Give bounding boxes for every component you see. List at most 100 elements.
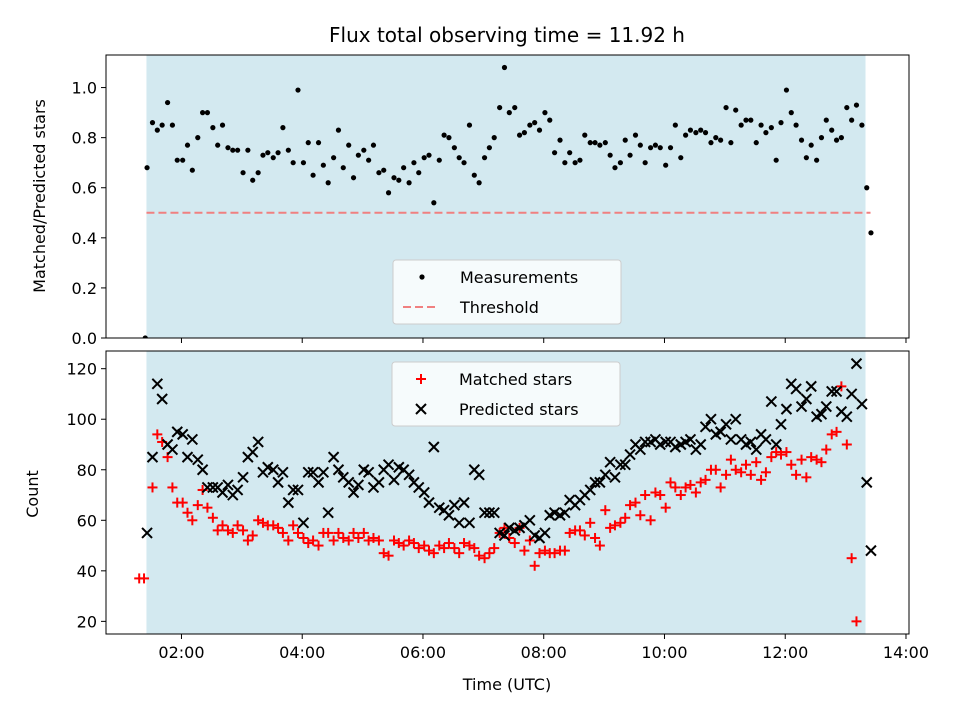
matched-star-point bbox=[273, 522, 284, 533]
marker-stroke bbox=[433, 501, 445, 514]
marker-stroke bbox=[599, 469, 612, 481]
measurement-point bbox=[698, 127, 704, 133]
measurement-point bbox=[713, 135, 719, 141]
measurement-point bbox=[602, 140, 608, 146]
measurement-point bbox=[149, 120, 156, 126]
marker-stroke bbox=[358, 464, 370, 476]
predicted-star-point bbox=[861, 476, 873, 489]
measurement-point bbox=[763, 130, 769, 136]
matched-star-point bbox=[766, 452, 777, 463]
matched-star-point bbox=[474, 550, 485, 561]
matched-star-point bbox=[534, 548, 545, 559]
matched-star-point bbox=[725, 454, 736, 465]
legend-box bbox=[392, 259, 622, 325]
measurement-point bbox=[290, 160, 296, 166]
matched-star-point bbox=[821, 444, 832, 455]
matched-star-point bbox=[139, 573, 150, 584]
measurement-point bbox=[310, 172, 316, 178]
marker-stroke bbox=[589, 476, 601, 489]
marker-stroke bbox=[714, 426, 727, 438]
measurement-point bbox=[300, 160, 307, 166]
measurement-point bbox=[240, 170, 246, 176]
measurement-point bbox=[829, 127, 835, 133]
measurement-point bbox=[275, 150, 281, 156]
marker-stroke bbox=[730, 413, 742, 425]
matched-star-point bbox=[247, 530, 258, 541]
predicted-star-point bbox=[343, 476, 355, 489]
marker-stroke bbox=[393, 461, 405, 473]
measurement-point bbox=[758, 122, 764, 128]
measurement-point bbox=[773, 157, 779, 163]
measurement-point bbox=[255, 170, 261, 176]
matched-star-point bbox=[640, 490, 651, 501]
matched-star-point bbox=[730, 464, 741, 475]
measurement-point bbox=[461, 160, 467, 166]
predicted-star-point bbox=[770, 438, 782, 451]
predicted-star-point bbox=[524, 514, 536, 527]
marker-stroke bbox=[297, 517, 310, 529]
marker-stroke bbox=[403, 469, 415, 481]
matched-star-point bbox=[428, 548, 439, 559]
matched-star-point bbox=[756, 474, 767, 485]
predicted-star-point bbox=[216, 486, 229, 499]
y-tick-label: 100 bbox=[66, 410, 97, 429]
predicted-star-point bbox=[156, 393, 168, 405]
axes-frame bbox=[105, 350, 910, 635]
marker-stroke bbox=[845, 388, 858, 400]
matched-star-point bbox=[745, 469, 756, 480]
matched-star-point bbox=[831, 426, 842, 437]
measurement-point bbox=[506, 110, 512, 116]
measurement-point bbox=[516, 132, 523, 138]
matched-star-point bbox=[635, 510, 646, 521]
predicted-star-point bbox=[382, 458, 395, 471]
measurement-point bbox=[391, 175, 397, 181]
measurement-point bbox=[174, 157, 180, 163]
predicted-star-point bbox=[865, 544, 877, 557]
predicted-star-point bbox=[775, 418, 787, 430]
predicted-star-point bbox=[841, 410, 853, 423]
predicted-star-point bbox=[418, 486, 430, 499]
predicted-star-point bbox=[332, 464, 345, 476]
measurement-point bbox=[195, 135, 201, 141]
measurement-point bbox=[295, 87, 301, 93]
marker-stroke bbox=[720, 418, 732, 430]
marker-stroke bbox=[237, 471, 249, 484]
matched-star-point bbox=[489, 543, 500, 554]
marker-stroke bbox=[473, 469, 485, 481]
measurement-point bbox=[340, 165, 346, 171]
measurement-point bbox=[426, 152, 432, 158]
predicted-star-point bbox=[815, 408, 828, 420]
matched-star-point bbox=[806, 452, 817, 463]
matched-star-point bbox=[665, 477, 676, 488]
marker-stroke bbox=[478, 507, 491, 519]
data-layer bbox=[142, 64, 874, 338]
measurement-point bbox=[486, 145, 492, 151]
predicted-star-point bbox=[599, 469, 612, 481]
matched-star-point bbox=[509, 538, 520, 549]
predicted-star-point bbox=[428, 441, 440, 453]
measurement-point bbox=[667, 145, 674, 151]
predicted-star-point bbox=[327, 451, 340, 463]
predicted-star-point bbox=[302, 466, 314, 478]
matched-star-point bbox=[343, 535, 354, 546]
measurement-point bbox=[346, 142, 352, 148]
marker-stroke bbox=[222, 479, 234, 491]
y-tick-label: 120 bbox=[66, 360, 97, 379]
measurement-point bbox=[521, 130, 528, 136]
legend-label: Measurements bbox=[460, 268, 578, 287]
matched-star-point bbox=[454, 548, 465, 559]
predicted-star-point bbox=[207, 481, 219, 494]
axes-frame bbox=[105, 54, 910, 339]
predicted-star-point bbox=[699, 421, 712, 433]
measurement-point bbox=[683, 132, 689, 138]
matched-star-point bbox=[801, 472, 812, 483]
predicted-star-point bbox=[498, 529, 511, 542]
matched-star-point bbox=[328, 535, 339, 546]
x-tick-label: 08:00 bbox=[521, 643, 567, 662]
matched-star-point bbox=[715, 482, 726, 493]
measurement-point bbox=[355, 152, 361, 158]
measurement-point bbox=[733, 107, 739, 113]
matched-star-point bbox=[786, 459, 797, 470]
predicted-star-point bbox=[765, 395, 778, 408]
marker-stroke bbox=[347, 486, 360, 499]
